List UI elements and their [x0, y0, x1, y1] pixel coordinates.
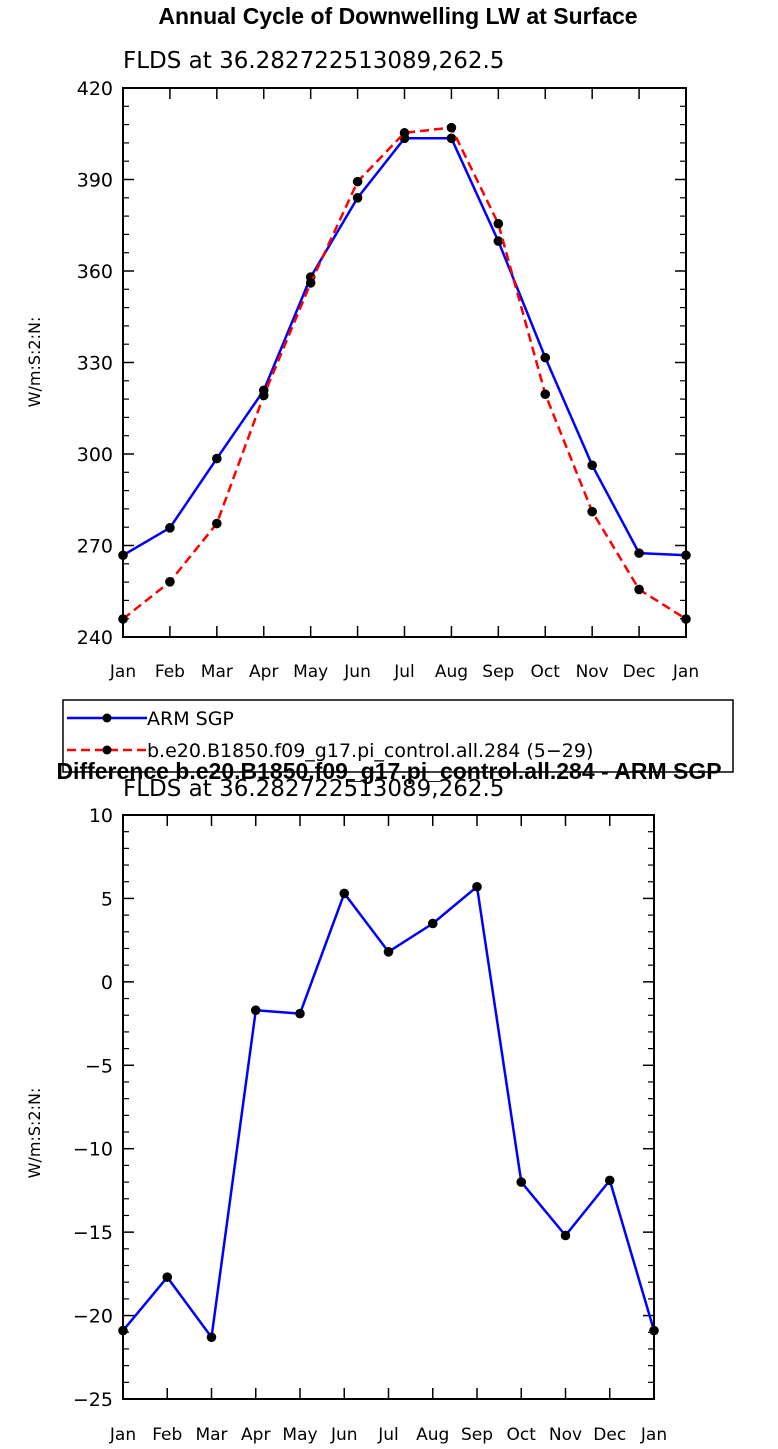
x-tick-label-feb: Feb [152, 1425, 182, 1445]
data-point-1-5 [352, 176, 363, 187]
data-point-0-1 [165, 523, 175, 533]
data-point-0-5 [352, 193, 363, 203]
x-tick-label-jun: Jun [330, 1425, 358, 1445]
legend-marker-arm-sgp [102, 713, 112, 723]
y-tick-label: −20 [73, 1306, 113, 1328]
chart-2-title: Difference b.e20.B1850.f09_g17.pi_contro… [56, 758, 721, 784]
data-point-0-8 [472, 881, 482, 892]
chart-2: Difference b.e20.B1850.f09_g17.pi_contro… [25, 758, 722, 1445]
x-tick-label-jun: Jun [343, 662, 371, 682]
x-tick-label-jan: Jan [109, 1425, 136, 1445]
data-point-0-6 [383, 947, 394, 957]
chart-1-legend: ARM SGP b.e20.B1850.f09_g17.pi_control.a… [62, 699, 734, 773]
y-tick-label: 300 [77, 444, 113, 466]
y-tick-label: 360 [77, 261, 113, 283]
x-tick-label-apr: Apr [249, 662, 278, 682]
data-point-0-10 [560, 1230, 571, 1241]
data-point-0-9 [540, 352, 551, 363]
x-tick-label-jan: Jan [640, 1425, 667, 1445]
x-tick-label-jan: Jan [109, 662, 136, 682]
data-point-0-11 [634, 548, 644, 558]
x-tick-label-may: May [293, 662, 328, 682]
data-point-1-6 [399, 128, 410, 138]
chart-1-plot-frame [122, 87, 687, 638]
legend-label-model: b.e20.B1850.f09_g17.pi_control.all.284 (… [147, 740, 593, 762]
chart-1-ticks: 240 270 300 330 360 390 420 Jan Feb Mar Apr May Jun J… [77, 78, 699, 682]
chart-2-plot-frame [122, 814, 655, 1400]
x-tick-label-sep: Sep [461, 1425, 493, 1445]
x-tick-label-aug: Aug [435, 662, 468, 682]
x-tick-label-nov: Nov [549, 1425, 582, 1445]
y-tick-label: 10 [89, 805, 113, 827]
data-point-0-7 [446, 133, 457, 144]
data-point-1-2 [212, 518, 222, 529]
x-tick-label-jul: Jul [377, 1425, 399, 1445]
x-tick-label-mar: Mar [201, 662, 233, 682]
x-tick-label-sep: Sep [482, 662, 514, 682]
data-point-0-2 [212, 453, 222, 464]
data-point-1-11 [634, 584, 644, 595]
y-tick-label: 390 [77, 170, 113, 192]
x-tick-label-nov: Nov [576, 662, 609, 682]
x-tick-label-jul: Jul [393, 662, 415, 682]
y-tick-label: 240 [77, 627, 113, 649]
x-tick-label-dec: Dec [623, 662, 656, 682]
y-tick-label: 420 [77, 78, 113, 100]
y-tick-label: −15 [73, 1222, 113, 1244]
chart-2-ticks: −25 −20 −15 −10 −5 0 5 10 Jan Feb Mar Apr May Jun Jul A… [73, 805, 667, 1445]
data-point-0-4 [295, 1008, 305, 1019]
data-point-0-2 [206, 1332, 217, 1343]
data-point-1-10 [587, 506, 597, 517]
data-point-1-3 [258, 390, 269, 401]
data-point-0-1 [162, 1272, 173, 1282]
data-point-0-9 [516, 1177, 527, 1187]
legend-marker-model [102, 745, 112, 755]
x-tick-label-jan: Jan [672, 662, 699, 682]
chart-1-title: Annual Cycle of Downwelling LW at Surfac… [158, 3, 637, 29]
x-tick-label-oct: Oct [531, 662, 561, 682]
y-tick-label: 330 [77, 353, 113, 375]
data-point-0-8 [493, 236, 504, 246]
chart-1-y-axis-label: W/m:S:2:N: [25, 317, 44, 408]
chart-2-y-axis-label: W/m:S:2:N: [25, 1088, 44, 1179]
chart-1-subtitle: FLDS at 36.282722513089,262.5 [123, 48, 504, 74]
series-line-0 [122, 137, 687, 557]
x-tick-label-oct: Oct [507, 1425, 537, 1445]
x-tick-label-may: May [282, 1425, 317, 1445]
data-point-0-10 [587, 460, 597, 471]
data-point-1-8 [493, 218, 504, 229]
data-point-0-5 [339, 888, 350, 899]
data-point-1-1 [165, 576, 175, 587]
data-point-1-4 [305, 278, 316, 288]
data-point-0-11 [604, 1175, 615, 1186]
chart-1: Annual Cycle of Downwelling LW at Surfac… [25, 3, 699, 682]
series-line-1 [122, 126, 687, 621]
legend-label-arm-sgp: ARM SGP [147, 708, 234, 730]
x-tick-label-apr: Apr [241, 1425, 270, 1445]
x-tick-label-aug: Aug [416, 1425, 449, 1445]
data-point-1-9 [540, 389, 551, 400]
y-tick-label: −25 [73, 1389, 113, 1411]
data-point-0-7 [427, 918, 438, 929]
x-tick-label-dec: Dec [593, 1425, 626, 1445]
chart-1-series [118, 122, 691, 624]
y-tick-label: 0 [101, 972, 113, 994]
x-tick-label-mar: Mar [195, 1425, 227, 1445]
y-tick-label: 5 [101, 888, 113, 910]
chart-2-subtitle: FLDS at 36.282722513089,262.5 [123, 776, 504, 802]
x-tick-label-feb: Feb [155, 662, 185, 682]
data-point-0-3 [250, 1005, 261, 1016]
y-tick-label: −5 [85, 1055, 113, 1077]
data-point-1-7 [446, 122, 457, 133]
y-tick-label: 270 [77, 536, 113, 558]
chart-2-series [118, 881, 659, 1343]
legend-box [62, 699, 734, 773]
y-tick-label: −10 [73, 1139, 113, 1161]
